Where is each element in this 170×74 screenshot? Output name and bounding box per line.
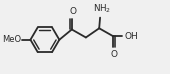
Text: O: O: [69, 7, 76, 16]
Text: O: O: [111, 50, 118, 59]
Text: NH$_2$: NH$_2$: [93, 2, 111, 15]
Text: MeO: MeO: [2, 35, 21, 44]
Text: OH: OH: [124, 32, 138, 41]
